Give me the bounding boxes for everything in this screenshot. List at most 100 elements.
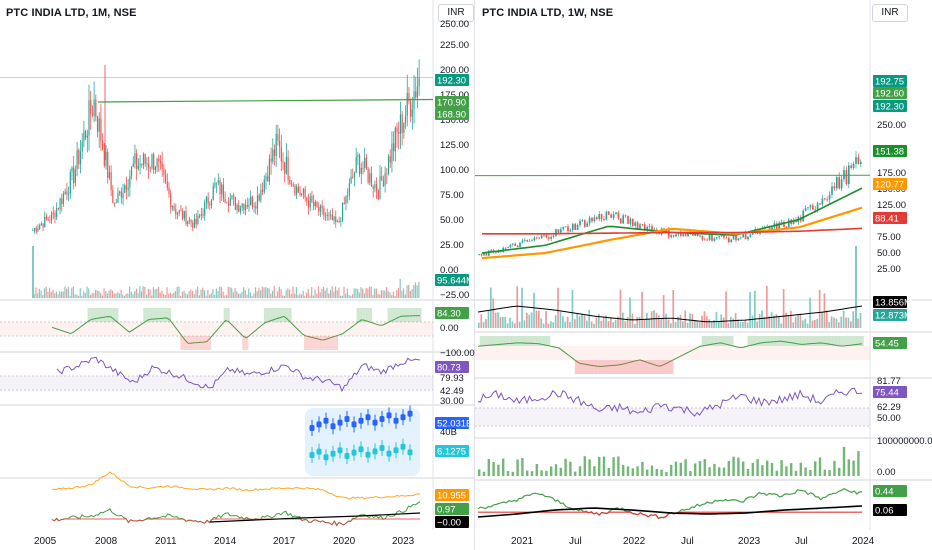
left-candle-body xyxy=(197,215,199,225)
left-volume-bar xyxy=(169,292,172,298)
left-candle-body xyxy=(93,99,95,116)
right-volume-bar xyxy=(631,313,634,328)
left-candle-body xyxy=(66,191,68,195)
left-volume-bar xyxy=(348,294,350,298)
right-volume-bar xyxy=(547,323,550,328)
right-osc-high-fill xyxy=(493,336,498,346)
right-osc-high-fill xyxy=(775,336,780,346)
left-volume-bar xyxy=(93,293,95,298)
left-candle-body xyxy=(226,202,228,204)
right-volume-bar xyxy=(528,314,531,328)
left-bottom-orange-line xyxy=(51,471,421,500)
right-osc-low-fill xyxy=(641,360,646,374)
right-volume-bar xyxy=(787,316,790,328)
right-candle-body xyxy=(574,223,577,230)
left-candle-body xyxy=(294,185,296,195)
left-volume-bar xyxy=(96,290,98,298)
left-volume-bar xyxy=(86,286,88,298)
left-candle-body xyxy=(192,222,194,228)
left-osc-low-fill xyxy=(192,336,196,350)
left-volume-bar xyxy=(142,286,144,298)
left-osc-high-fill xyxy=(393,308,397,322)
left-osc-tag: 84.30 xyxy=(437,309,461,320)
left-bottom-tag: −0.00 xyxy=(437,518,461,529)
left-candle-body xyxy=(277,133,279,141)
left-volume-bar xyxy=(323,286,325,298)
left-candle-body xyxy=(45,216,48,219)
left-currency-button[interactable]: INR xyxy=(438,4,474,22)
right-osc-high-fill xyxy=(828,336,833,346)
right-volume2-bar xyxy=(511,471,514,476)
right-candle-body xyxy=(838,177,841,189)
right-volume-bar xyxy=(535,310,538,328)
left-candle-body xyxy=(289,179,291,184)
left-candle-body xyxy=(408,93,410,102)
left-volume-bar xyxy=(45,286,47,298)
right-rsi-tag-bg xyxy=(873,386,907,398)
right-candle-body xyxy=(780,221,783,223)
right-volume-bar xyxy=(852,311,855,328)
pane-divider[interactable] xyxy=(474,0,475,550)
right-volume-bar xyxy=(521,287,523,328)
left-osc-low-fill xyxy=(195,336,199,350)
left-candle-body xyxy=(374,184,376,189)
left-candle-body xyxy=(209,204,211,206)
right-candle-body xyxy=(732,235,735,240)
right-candle-body xyxy=(694,232,697,236)
left-candle-body xyxy=(304,188,306,198)
right-volume-bar xyxy=(506,323,509,328)
right-currency-button[interactable]: INR xyxy=(872,4,908,22)
left-volume-bar xyxy=(197,286,199,298)
right-osc-high-fill xyxy=(793,336,797,346)
left-volume-bar xyxy=(362,288,364,298)
left-volume-bar xyxy=(32,246,34,298)
left-candle-body xyxy=(74,169,76,184)
right-candle-body xyxy=(843,170,845,180)
left-candle-body xyxy=(159,161,162,164)
left-volume-bar xyxy=(394,295,396,298)
right-volume-bar xyxy=(727,323,730,328)
left-volume-bar xyxy=(336,290,338,298)
right-ma-line-0 xyxy=(481,187,863,254)
right-candle-body xyxy=(811,205,814,210)
right-volume-bar xyxy=(629,297,631,328)
right-candle-body xyxy=(550,236,553,239)
left-candle-body xyxy=(323,208,325,216)
left-candle-body xyxy=(90,100,92,114)
right-volume-bar xyxy=(564,321,567,328)
left-volume-bar xyxy=(338,287,340,298)
left-volume-bar xyxy=(193,294,195,298)
left-candle-body xyxy=(365,157,367,169)
left-volume-bar xyxy=(132,294,134,298)
right-volume-bar xyxy=(655,312,658,328)
left-volume-bar xyxy=(358,292,360,298)
left-candle-body xyxy=(182,211,184,219)
left-volume-bar xyxy=(263,287,265,298)
right-osc-high-fill xyxy=(768,336,773,346)
left-volume-bar xyxy=(47,291,49,298)
right-candle-body xyxy=(581,220,584,222)
left-candle-body xyxy=(188,219,191,221)
right-volume-bar xyxy=(492,298,495,328)
right-volume-bar xyxy=(523,320,526,328)
right-candle-body xyxy=(682,234,685,236)
left-candle-body xyxy=(265,176,267,180)
right-volume2-bar xyxy=(502,458,505,476)
right-volume-bar xyxy=(859,312,862,328)
left-volume-bar xyxy=(312,295,314,298)
left-volume-bar xyxy=(288,289,291,298)
right-osc-high-fill xyxy=(772,336,776,346)
left-volume-bar xyxy=(224,295,226,298)
right-volume2-bar xyxy=(718,467,721,476)
left-volume-bar xyxy=(79,288,81,298)
right-volume2-bar xyxy=(732,456,735,476)
left-volume-bar xyxy=(251,295,253,298)
right-price-tick-label: 250.00 xyxy=(877,120,906,131)
right-volume-bar xyxy=(576,313,579,328)
right-volume-bar xyxy=(595,317,598,328)
left-volume-bar xyxy=(103,288,105,298)
left-candle-body xyxy=(39,225,41,229)
right-candle-body xyxy=(538,237,541,239)
right-candle-body xyxy=(852,163,855,169)
